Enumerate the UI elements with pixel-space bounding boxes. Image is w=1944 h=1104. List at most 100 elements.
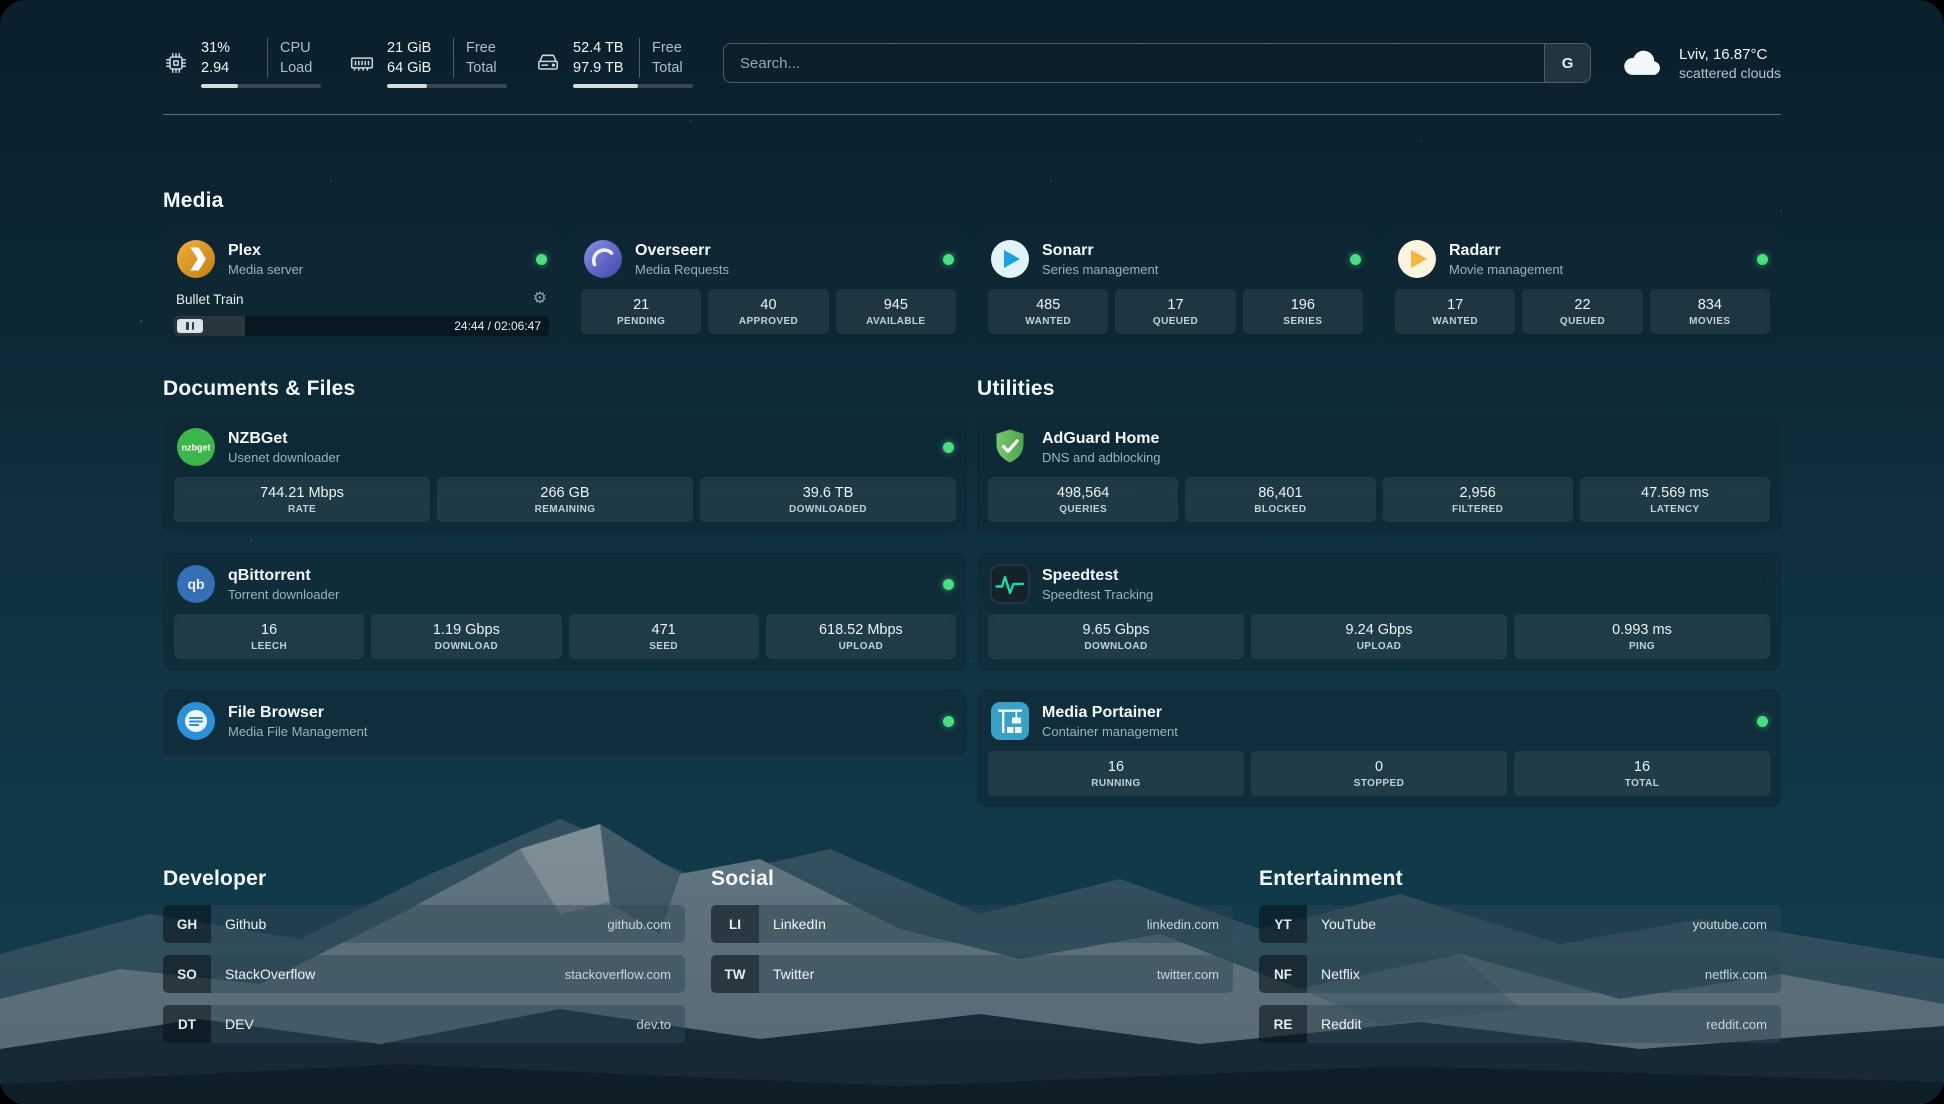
service-link-plex[interactable]: Plex Media server — [174, 236, 549, 289]
service-description: DNS and adblocking — [1042, 449, 1161, 465]
service-link-radarr[interactable]: Radarr Movie management — [1395, 236, 1770, 289]
stat-label: SEED — [649, 641, 679, 652]
stat-label: LEECH — [251, 641, 288, 652]
service-link-qbittorrent[interactable]: qb qBittorrent Torrent downloader — [174, 561, 956, 614]
bookmark-stackoverflow[interactable]: SO StackOverflow stackoverflow.com — [163, 955, 685, 993]
service-link-filebrowser[interactable]: File Browser Media File Management — [174, 698, 956, 745]
section-media: Media — [163, 189, 1781, 347]
service-link-adguard[interactable]: AdGuard Home DNS and adblocking — [988, 424, 1770, 477]
stat-label: PENDING — [616, 316, 666, 327]
mountains-image — [0, 819, 1944, 1104]
social-bookmark-list: LI LinkedIn linkedin.com TW Twitter twit… — [711, 905, 1233, 993]
stat-box: 0.993 ms PING — [1514, 614, 1770, 659]
stat-box: 485 WANTED — [988, 289, 1109, 334]
bookmark-netflix[interactable]: NF Netflix netflix.com — [1259, 955, 1781, 993]
memory-free-label: Free — [466, 39, 496, 56]
stat-box: 39.6 TB DOWNLOADED — [700, 477, 956, 522]
search-input[interactable] — [724, 44, 1545, 82]
stat-value: 9.24 Gbps — [1345, 622, 1413, 638]
status-dot — [943, 578, 954, 590]
cloud-icon — [1621, 47, 1665, 79]
cpu-widget-body: 31% 2.94 CPU Load — [201, 37, 321, 89]
bookmark-url: reddit.com — [1706, 1016, 1767, 1032]
service-link-portainer[interactable]: Media Portainer Container management — [988, 698, 1770, 751]
memory-progress-fill — [387, 84, 427, 89]
status-dot — [536, 253, 547, 265]
stat-box: 16 TOTAL — [1514, 751, 1770, 796]
stat-value: 17 — [1167, 297, 1184, 313]
pause-button[interactable] — [177, 319, 203, 333]
media-grid: Plex Media server Bullet Train ⚙ 24:44 /… — [163, 228, 1781, 347]
stat-label: QUEUED — [1559, 316, 1606, 327]
gear-icon[interactable]: ⚙ — [532, 290, 547, 307]
stat-box: 17 WANTED — [1395, 289, 1516, 334]
svg-text:nzbget: nzbget — [182, 443, 211, 453]
service-link-sonarr[interactable]: Sonarr Series management — [988, 236, 1363, 289]
bookmark-url: twitter.com — [1156, 966, 1219, 982]
stat-label: WANTED — [1025, 316, 1072, 327]
cpu-load-label: Load — [280, 60, 313, 76]
stat-label: DOWNLOAD — [1084, 641, 1148, 652]
stat-box: 16 RUNNING — [988, 751, 1244, 796]
stat-value: 9.65 Gbps — [1082, 622, 1150, 638]
cpu-widget: 31% 2.94 CPU Load — [163, 37, 321, 89]
service-stats: 485 WANTED 17 QUEUED 196 SERIES — [988, 289, 1363, 334]
stat-label: SERIES — [1283, 316, 1323, 327]
bookmark-linkedin[interactable]: LI LinkedIn linkedin.com — [711, 905, 1233, 943]
service-name: File Browser — [228, 703, 325, 721]
service-card-sonarr: Sonarr Series management 485 WANTED 17 Q… — [977, 228, 1374, 347]
bookmark-reddit[interactable]: RE Reddit reddit.com — [1259, 1005, 1781, 1043]
bookmark-url: dev.to — [636, 1016, 671, 1032]
search-provider-button[interactable]: G — [1544, 44, 1591, 82]
bookmark-abbr: NF — [1259, 955, 1307, 993]
service-link-overseerr[interactable]: Overseerr Media Requests — [581, 236, 956, 289]
top-bar: 31% 2.94 CPU Load — [163, 32, 1781, 94]
service-card-nzbget: nzbget NZBGet Usenet downloader 74 — [163, 416, 967, 533]
service-stats: 16 RUNNING 0 STOPPED 16 TOTAL — [988, 751, 1770, 796]
bookmark-abbr: TW — [711, 955, 759, 993]
bookmark-youtube[interactable]: YT YouTube youtube.com — [1259, 905, 1781, 943]
disk-widget-body: 52.4 TB 97.9 TB Free Total — [573, 37, 693, 89]
weather-widget: Lviv, 16.87°C scattered clouds — [1621, 46, 1781, 81]
service-name: Plex — [228, 241, 261, 259]
memory-icon — [349, 50, 375, 76]
stat-box: 17 QUEUED — [1115, 289, 1236, 334]
stat-value: 40 — [760, 297, 777, 313]
service-description: Media Requests — [635, 261, 729, 277]
bookmark-group-developer: Developer GH Github github.com SO StackO… — [163, 867, 685, 1043]
bookmark-dev[interactable]: DT DEV dev.to — [163, 1005, 685, 1043]
cpu-load-value: 2.94 — [201, 60, 230, 76]
stat-label: PING — [1628, 641, 1656, 652]
bookmark-twitter[interactable]: TW Twitter twitter.com — [711, 955, 1233, 993]
stat-value: 21 — [633, 297, 650, 313]
stat-value: 0.993 ms — [1612, 622, 1672, 638]
stat-value: 945 — [883, 297, 908, 313]
plex-progress-bar: 24:44 / 02:06:47 — [174, 316, 549, 336]
entertainment-bookmark-list: YT YouTube youtube.com NF Netflix netfli… — [1259, 905, 1781, 1043]
qbittorrent-icon: qb — [176, 564, 216, 604]
bookmark-abbr: YT — [1259, 905, 1307, 943]
service-description: Series management — [1042, 261, 1159, 277]
resource-widgets: 31% 2.94 CPU Load — [163, 37, 693, 89]
section-documents: Documents & Files nzbget — [163, 377, 967, 756]
service-link-nzbget[interactable]: nzbget NZBGet Usenet downloader — [174, 424, 956, 477]
stat-value: 16 — [1107, 759, 1125, 775]
bookmarks-section: Developer GH Github github.com SO StackO… — [163, 867, 1781, 1079]
bookmark-name: Github — [225, 916, 267, 932]
disk-free-value: 52.4 TB — [573, 39, 624, 56]
stat-label: DOWNLOAD — [434, 641, 498, 652]
radarr-icon — [1397, 239, 1437, 279]
service-card-portainer: Media Portainer Container management 16 … — [977, 690, 1781, 807]
service-description: Torrent downloader — [228, 586, 340, 602]
bookmark-name: Twitter — [773, 966, 815, 982]
bookmark-github[interactable]: GH Github github.com — [163, 905, 685, 943]
stat-box: 744.21 Mbps RATE — [174, 477, 430, 522]
bookmark-name: LinkedIn — [773, 916, 826, 932]
sonarr-icon — [990, 239, 1030, 279]
weather-text: Lviv, 16.87°C scattered clouds — [1679, 46, 1781, 81]
stat-label: AVAILABLE — [866, 316, 926, 327]
bookmark-group-entertainment: Entertainment YT YouTube youtube.com NF … — [1259, 867, 1781, 1043]
developer-bookmark-list: GH Github github.com SO StackOverflow st… — [163, 905, 685, 1043]
service-link-speedtest[interactable]: Speedtest Speedtest Tracking — [988, 561, 1770, 614]
documents-section-title: Documents & Files — [163, 377, 356, 400]
